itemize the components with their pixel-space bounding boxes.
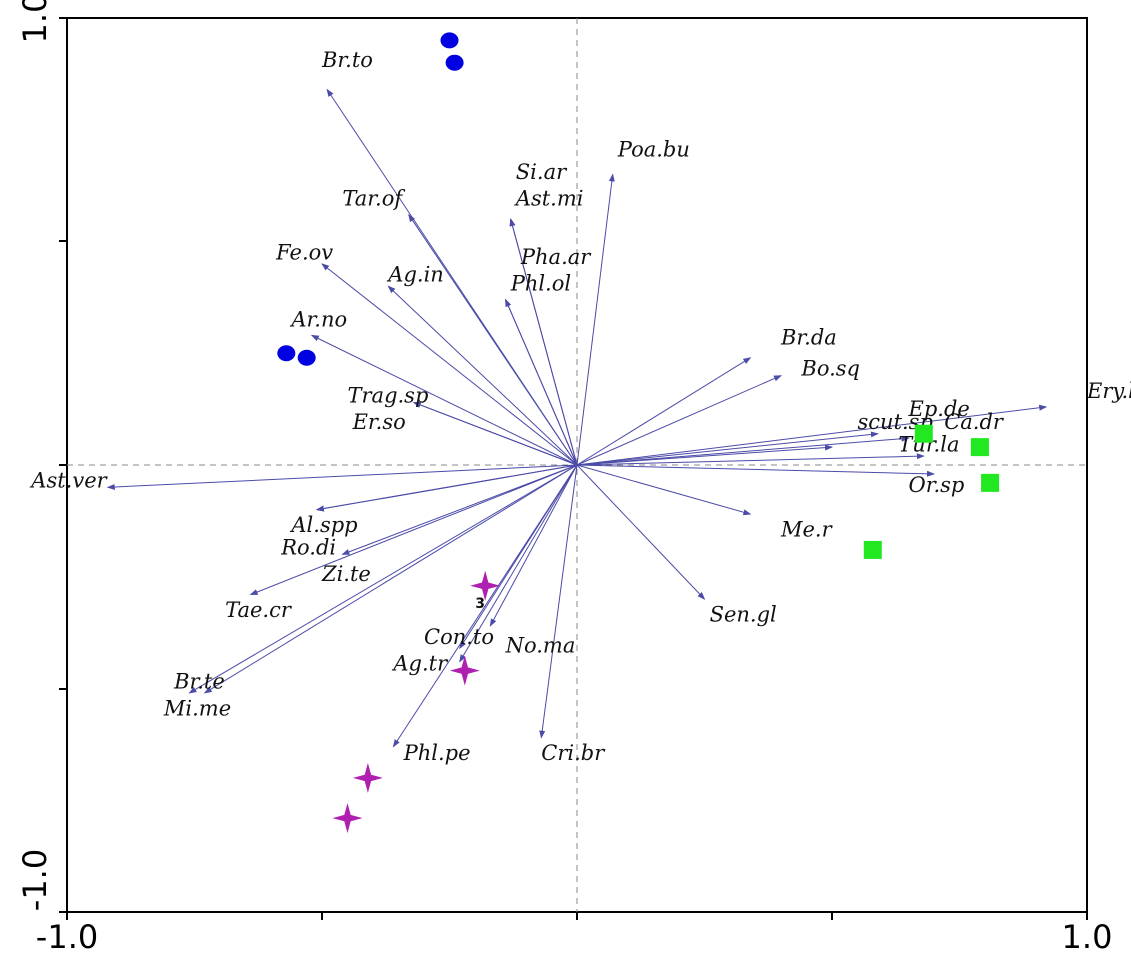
species-label-ar-no: Ar.no [289, 307, 347, 331]
species-label-me-r: Me.r [780, 518, 834, 542]
site-point-circle-4 [297, 349, 316, 366]
species-label-ag-tr: Ag.tr [391, 652, 449, 676]
species-arrow-ar-no [310, 334, 578, 466]
species-arrow-ca-dr [576, 435, 910, 466]
axis-ticks [59, 17, 1088, 920]
species-arrow-tur-la [576, 453, 925, 466]
species-label-br-to: Br.to [321, 48, 373, 72]
species-arrow-zi-te [341, 464, 578, 555]
species-arrow-ery-bi [576, 404, 1048, 466]
site-label: 3 [475, 596, 485, 612]
species-label-mi-me: Mi.me [163, 696, 231, 720]
species-label-zi-te: Zi.te [321, 562, 371, 586]
species-arrow-ep-de [576, 431, 879, 466]
species-label-or-sp: Or.sp [909, 473, 965, 497]
species-label-trag-sp: Trag.sp [348, 383, 429, 407]
species-arrow-br-te [188, 464, 578, 694]
species-arrow-phl-ol [505, 298, 578, 466]
species-label-er-so: Er.so [352, 410, 406, 434]
species-label-phl-pe: Phl.pe [403, 741, 471, 765]
site-point-square-1 [914, 424, 933, 443]
y-tick-label-max: 1.0 [16, 0, 54, 43]
species-label-ep-de: Ep.de [908, 397, 970, 421]
species-arrow-sen-gl [576, 464, 706, 600]
species-label-tae-cr: Tae.cr [225, 598, 293, 622]
species-label-ca-dr: Ca.dr [944, 410, 1005, 434]
site-point-circle-3 [277, 345, 296, 362]
species-label-br-te: Br.te [173, 670, 225, 694]
species-arrow-phl-pe [392, 464, 578, 748]
species-arrow-ag-tr [459, 464, 578, 663]
species-label-ag-in: Ag.in [386, 263, 444, 287]
species-label-al-spp: Al.spp [289, 513, 357, 537]
species-label-ery-bi: Ery.bi [1086, 379, 1131, 403]
species-arrow-cri-br [539, 464, 578, 739]
species-arrow-me-r [576, 464, 752, 516]
species-label-fe-ov: Fe.ov [275, 240, 333, 264]
species-label-no-ma: No.ma [505, 634, 576, 658]
species-arrows [106, 88, 1048, 748]
species-label-ro-di: Ro.di [280, 535, 336, 559]
site-point-square-3 [981, 473, 1000, 492]
site-point-square-4 [863, 540, 882, 559]
species-arrow-poa-bu [576, 173, 615, 466]
species-arrow-ag-in [387, 285, 578, 466]
species-arrow-mi-me [203, 464, 578, 694]
species-arrow-ro-di [315, 464, 578, 512]
species-arrow-ast-mi [509, 218, 578, 466]
species-arrow-no-ma [489, 464, 578, 627]
species-arrow-ast-ver [106, 464, 578, 491]
species-arrow-fe-ov [321, 263, 578, 466]
site-point-star-2 [449, 655, 480, 686]
species-label-sen-gl: Sen.gl [710, 602, 777, 626]
species-label-ast-mi: Ast.mi [514, 187, 584, 211]
species-arrow-er-so [412, 401, 578, 466]
species-arrow-tar-of [408, 213, 578, 466]
species-label-br-da: Br.da [780, 325, 837, 349]
species-arrow-bo-sq [576, 375, 782, 466]
y-tick-label-min: -1.0 [16, 849, 54, 911]
species-arrow-tae-cr [249, 464, 578, 596]
species-label-poa-bu: Poa.bu [617, 138, 690, 162]
site-points: 3 [277, 32, 1000, 834]
site-point-circle-2 [445, 54, 464, 71]
species-label-si-ar: Si.ar [516, 160, 568, 184]
site-point-star-3 [352, 762, 383, 793]
x-tick-label-max: 1.0 [1062, 918, 1113, 956]
site-point-star-1 [470, 570, 501, 601]
species-label-tar-of: Tar.of [342, 187, 405, 211]
species-label-ast-ver: Ast.ver [29, 468, 108, 492]
site-point-star-4 [332, 803, 363, 834]
species-arrow-scut-sp [576, 444, 833, 466]
species-label-cri-br: Cri.br [541, 741, 606, 765]
site-point-circle-1 [440, 32, 459, 49]
species-label-pha-ar: Pha.ar [520, 245, 592, 269]
species-label-bo-sq: Bo.sq [800, 357, 860, 381]
site-point-square-2 [970, 438, 989, 457]
species-arrow-or-sp [576, 464, 935, 477]
species-label-phl-ol: Phl.ol [510, 272, 571, 296]
species-arrow-br-da [576, 357, 752, 466]
species-labels: Br.to Tar.of Si.ar Ast.mi Poa.bu Fe.ov Ag.in Ph… [29, 48, 1131, 765]
x-tick-label-min: -1.0 [36, 918, 98, 956]
species-label-con-to: Con.to [424, 625, 494, 649]
